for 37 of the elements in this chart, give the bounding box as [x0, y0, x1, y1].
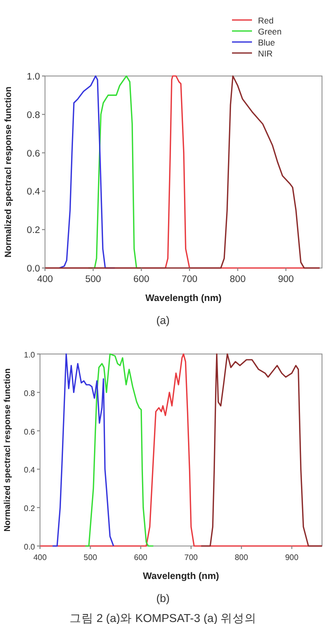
- y-tick-label: 0.6: [26, 148, 40, 160]
- legend-label: Red: [258, 16, 274, 26]
- y-tick-label: 0.8: [24, 388, 36, 398]
- legend-label: Blue: [258, 38, 276, 48]
- x-axis-title: Wavelength (nm): [145, 293, 222, 304]
- y-tick-label: 1.0: [26, 72, 40, 82]
- text: (a): [156, 315, 170, 327]
- legend-label: NIR: [258, 48, 273, 58]
- x-tick-label: 800: [230, 274, 246, 285]
- x-tick-label: 800: [234, 553, 249, 562]
- x-tick-label: 500: [84, 553, 98, 562]
- y-tick-label: 0.0: [24, 542, 36, 552]
- y-tick-label: 0.4: [24, 466, 36, 475]
- y-tick-label: 0.0: [26, 264, 40, 274]
- legend-label: Green: [258, 26, 282, 36]
- x-tick-label: 600: [134, 553, 148, 562]
- x-tick-label: 900: [285, 553, 300, 562]
- y-axis-title: Normalized spectracl response function: [2, 368, 12, 532]
- text: (b): [156, 593, 170, 605]
- y-tick-label: 1.0: [24, 350, 36, 360]
- x-axis-title: Wavelength (nm): [142, 571, 220, 582]
- x-tick-label: 400: [37, 274, 53, 285]
- x-tick-label: 900: [278, 274, 294, 285]
- y-tick-label: 0.2: [26, 225, 40, 236]
- line-series: [52, 353, 114, 547]
- line-series: [84, 353, 154, 547]
- x-tick-label: 700: [184, 553, 198, 562]
- y-tick-label: 0.4: [26, 186, 40, 198]
- y-axis-title: Normalized spectracl response function: [3, 86, 13, 258]
- x-tick-label: 600: [133, 274, 150, 285]
- x-tick-label: 400: [33, 553, 48, 562]
- x-tick-label: 700: [182, 274, 198, 285]
- y-tick-label: 0.2: [24, 504, 36, 514]
- y-tick-label: 0.6: [24, 427, 36, 436]
- y-tick-label: 0.8: [26, 110, 40, 121]
- x-tick-label: 500: [85, 274, 102, 285]
- line-series: [200, 353, 322, 547]
